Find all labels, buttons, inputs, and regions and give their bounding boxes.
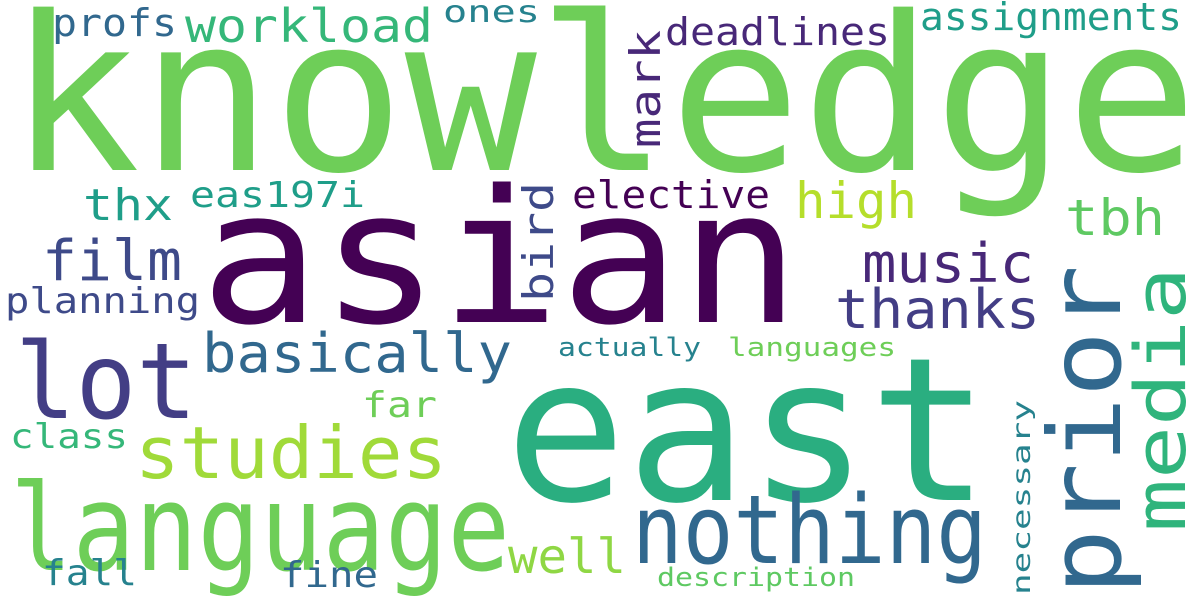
word-mark: mark bbox=[621, 30, 670, 148]
word-description: description bbox=[657, 563, 855, 593]
word-prior: prior bbox=[1027, 265, 1144, 595]
word-lot: lot bbox=[15, 321, 197, 443]
word-elective: elective bbox=[572, 173, 770, 217]
word-fine: fine bbox=[280, 555, 378, 596]
word-ones: ones bbox=[443, 0, 540, 30]
word-basically: basically bbox=[202, 322, 512, 385]
word-language: language bbox=[10, 460, 510, 599]
word-languages: languages bbox=[728, 333, 896, 363]
word-thx: thx bbox=[83, 180, 173, 231]
word-media: media bbox=[1120, 267, 1200, 532]
word-fall: fall bbox=[42, 553, 137, 594]
word-tbh: tbh bbox=[1065, 189, 1165, 247]
word-workload: workload bbox=[185, 0, 433, 53]
word-east: east bbox=[505, 315, 990, 548]
word-nothing: nothing bbox=[632, 476, 987, 586]
word-high: high bbox=[795, 172, 917, 230]
word-asian: asian bbox=[200, 150, 800, 366]
word-studies: studies bbox=[135, 411, 447, 495]
word-profs: profs bbox=[52, 1, 177, 45]
word-music: music bbox=[862, 232, 1034, 295]
word-knowledge: knowledge bbox=[8, 0, 1198, 221]
word-actually: actually bbox=[558, 333, 701, 363]
word-film: film bbox=[42, 229, 182, 294]
word-well: well bbox=[508, 529, 626, 585]
word-far: far bbox=[362, 385, 437, 426]
word-thanks: thanks bbox=[835, 278, 1040, 341]
word-eas197i: eas197i bbox=[190, 175, 365, 216]
word-planning: planning bbox=[5, 281, 200, 322]
word-class: class bbox=[10, 417, 128, 457]
word-bird: bird bbox=[514, 182, 563, 302]
word-necessary: necessary bbox=[1007, 400, 1036, 595]
word-assignments: assignments bbox=[920, 0, 1182, 39]
word-deadlines: deadlines bbox=[665, 10, 890, 54]
